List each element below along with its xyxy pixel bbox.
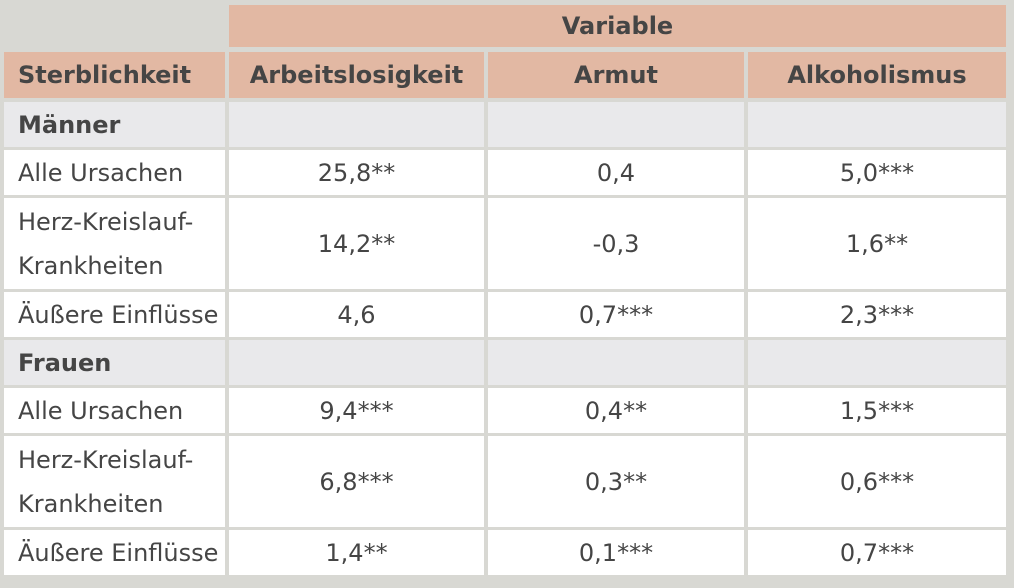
row-label: Alle Ursachen	[4, 388, 225, 433]
value-cell: 6,8***	[229, 436, 484, 527]
column-header: Alkoholismus	[748, 52, 1006, 98]
value-cell: 9,4***	[229, 388, 484, 433]
value-cell: 1,6**	[748, 198, 1006, 289]
section-title: Frauen	[4, 340, 225, 385]
value-cell: 1,4**	[229, 530, 484, 575]
row-label: Äußere Einflüsse	[4, 292, 225, 337]
value-cell: 0,7***	[488, 292, 744, 337]
group-header: Variable	[229, 5, 1006, 47]
row-label: Alle Ursachen	[4, 150, 225, 195]
value-cell: 25,8**	[229, 150, 484, 195]
column-header: Armut	[488, 52, 744, 98]
section-cell	[748, 102, 1006, 147]
column-header: Arbeitslosigkeit	[229, 52, 484, 98]
section-title: Männer	[4, 102, 225, 147]
value-cell: 2,3***	[748, 292, 1006, 337]
value-cell: 0,4	[488, 150, 744, 195]
row-label: Herz-Kreislauf-Krankheiten	[4, 198, 225, 289]
value-cell: -0,3	[488, 198, 744, 289]
section-cell	[488, 102, 744, 147]
section-cell	[229, 340, 484, 385]
value-cell: 0,3**	[488, 436, 744, 527]
value-cell: 0,7***	[748, 530, 1006, 575]
value-cell: 0,6***	[748, 436, 1006, 527]
value-cell: 14,2**	[229, 198, 484, 289]
section-cell	[488, 340, 744, 385]
row-label: Äußere Einflüsse	[4, 530, 225, 575]
value-cell: 4,6	[229, 292, 484, 337]
row-label: Herz-Kreislauf-Krankheiten	[4, 436, 225, 527]
value-cell: 0,1***	[488, 530, 744, 575]
value-cell: 0,4**	[488, 388, 744, 433]
section-cell	[229, 102, 484, 147]
value-cell: 5,0***	[748, 150, 1006, 195]
section-cell	[748, 340, 1006, 385]
value-cell: 1,5***	[748, 388, 1006, 433]
row-header: Sterblichkeit	[4, 52, 225, 98]
